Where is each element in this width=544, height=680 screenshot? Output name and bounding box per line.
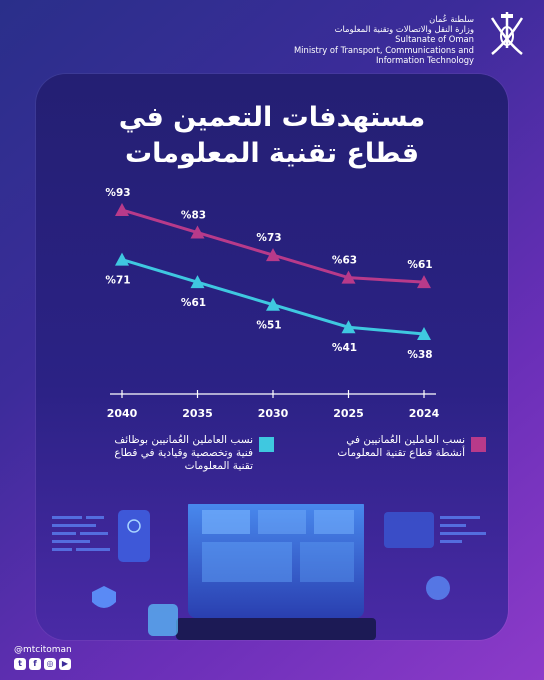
data-label: %51 xyxy=(256,320,281,332)
line-chart: 2024 2025 2030 2035 2040 %61 %63 %73 %83 %93 %38 %4… xyxy=(105,187,440,420)
data-point-2 xyxy=(190,275,205,289)
ministry-name: سلطنة عُمان وزارة النقل والاتصالات وتقني… xyxy=(294,14,474,65)
legend-text-b: نسب العاملين العُمانيين بوظائف فنية وتخص… xyxy=(114,434,253,472)
ministry-header: سلطنة عُمان وزارة النقل والاتصالات وتقني… xyxy=(294,8,530,66)
data-label: %73 xyxy=(256,232,281,244)
facebook-icon[interactable]: f xyxy=(29,658,41,670)
legend-item-b: نسب العاملين العُمانيين بوظائف فنية وتخص… xyxy=(54,434,274,473)
ministry-name-en-1: Sultanate of Oman xyxy=(395,34,474,45)
x-tick-label: 2030 xyxy=(258,407,289,420)
legend-swatch-a xyxy=(471,437,486,452)
ministry-name-en-3: Information Technology xyxy=(375,54,474,65)
data-point-1 xyxy=(341,270,356,284)
series-line-1 xyxy=(121,208,425,284)
legend-text-a: نسب العاملين العُمانيين في أنشطة قطاع تق… xyxy=(337,434,465,459)
data-point-1 xyxy=(266,248,280,262)
legend-item-a: نسب العاملين العُمانيين في أنشطة قطاع تق… xyxy=(276,434,486,460)
ministry-name-en-2: Ministry of Transport, Communications an… xyxy=(293,44,474,55)
data-point-1 xyxy=(417,275,431,289)
social-footer: @mtcitoman t f ◎ ▶ xyxy=(14,645,72,670)
x-tick-label: 2040 xyxy=(107,407,138,420)
chart-legend: نسب العاملين العُمانيين في أنشطة قطاع تق… xyxy=(36,434,508,504)
data-point-2 xyxy=(115,252,129,266)
x-tick-label: 2025 xyxy=(333,407,364,420)
data-point-1 xyxy=(190,225,205,239)
title-line-1: مستهدفات التعمين في xyxy=(118,102,426,133)
data-label: %83 xyxy=(181,210,206,222)
legend-swatch-b xyxy=(259,437,274,452)
social-icons: t f ◎ ▶ xyxy=(14,658,72,670)
data-point-2 xyxy=(266,297,280,311)
ministry-name-ar-1: سلطنة عُمان xyxy=(429,14,474,24)
data-label: %93 xyxy=(105,187,130,199)
instagram-icon[interactable]: ◎ xyxy=(44,658,56,670)
youtube-icon[interactable]: ▶ xyxy=(59,658,71,670)
oman-emblem-icon xyxy=(490,12,524,55)
data-label: %63 xyxy=(332,255,357,267)
ministry-name-ar-2: وزارة النقل والاتصالات وتقنية المعلومات xyxy=(334,24,474,35)
twitter-icon[interactable]: t xyxy=(14,658,26,670)
x-tick-label: 2024 xyxy=(409,407,440,420)
data-point-2 xyxy=(417,327,431,340)
social-handle: @mtcitoman xyxy=(14,645,72,655)
data-point-1 xyxy=(115,203,129,216)
infographic-card: مستهدفات التعمين في قطاع تقنية المعلومات… xyxy=(36,74,508,640)
title-block: مستهدفات التعمين في قطاع تقنية المعلومات xyxy=(36,100,508,172)
data-label: %71 xyxy=(105,275,130,287)
data-point-2 xyxy=(341,320,356,334)
data-label: %61 xyxy=(181,297,206,309)
tech-illustration xyxy=(52,504,486,640)
x-tick-label: 2035 xyxy=(182,407,213,420)
title-line-2: قطاع تقنية المعلومات xyxy=(124,138,420,169)
data-label: %61 xyxy=(407,259,432,271)
data-label: %41 xyxy=(332,342,357,354)
data-label: %38 xyxy=(407,349,432,361)
